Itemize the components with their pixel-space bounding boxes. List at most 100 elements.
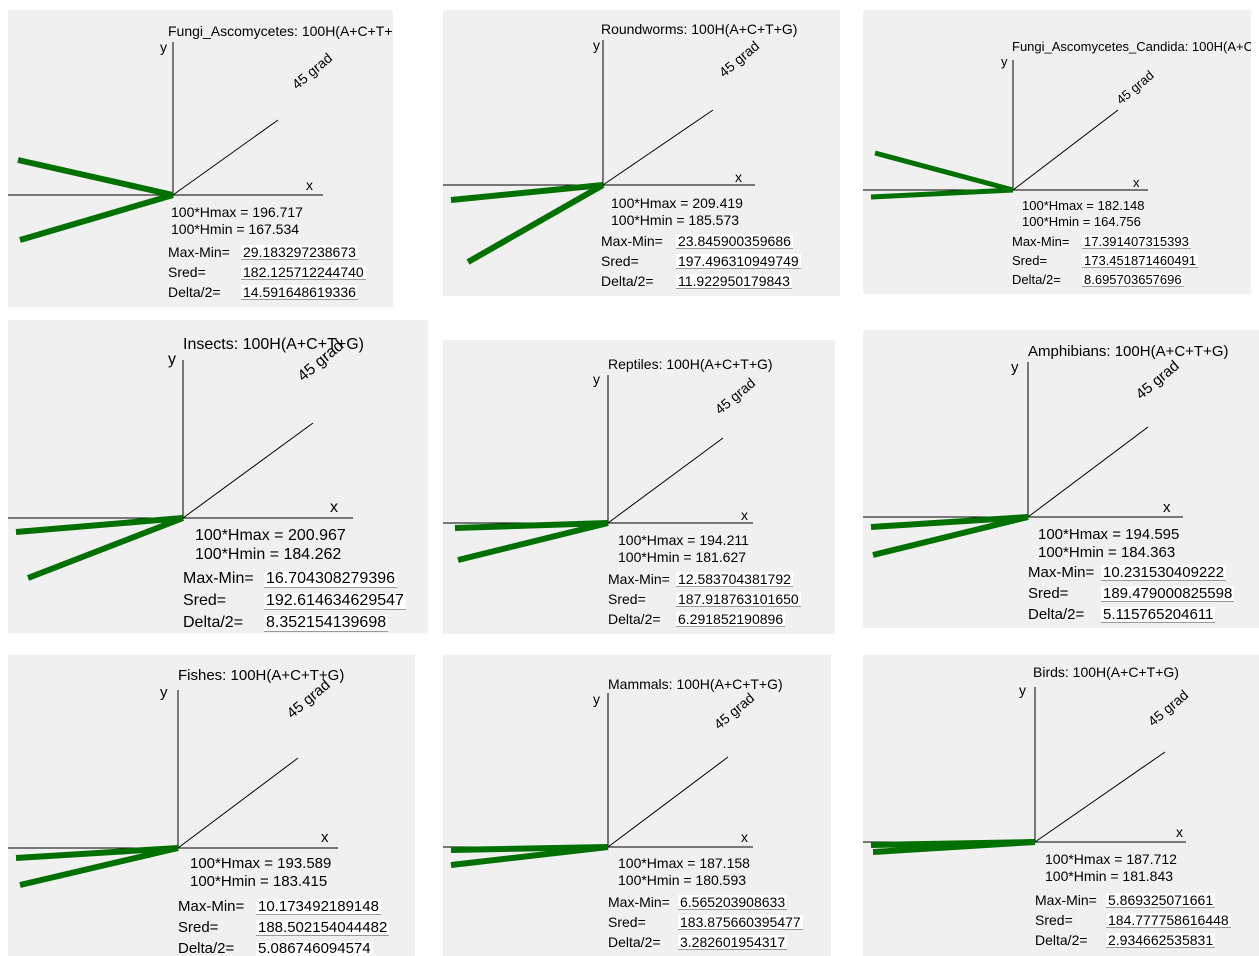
hmax-readout: 100*Hmax = 182.148 <box>1022 198 1145 213</box>
sred-label: Sred= <box>608 914 646 930</box>
delta-value: 5.115765204611 <box>1101 606 1216 623</box>
sred-value: 182.125712244740 <box>241 264 366 280</box>
entropy-panel: 45 grad Roundworms: 100H(A+C+T+G) y x 100*Hm… <box>443 10 840 296</box>
hmax-line <box>15 515 184 535</box>
hmin-line <box>872 839 1036 855</box>
maxmin-value: 5.869325071661 <box>1106 892 1216 908</box>
diagonal-label: 45 grad <box>1113 67 1156 107</box>
hmax-line <box>15 845 179 861</box>
diagonal-45-line <box>172 119 279 196</box>
hmin-readout: 100*Hmin = 184.262 <box>195 546 342 563</box>
hmax-readout: 100*Hmax = 193.589 <box>190 855 332 872</box>
sred-label: Sred= <box>183 592 227 609</box>
entropy-panel: 45 grad Amphibians: 100H(A+C+T+G) y x 100*Hm… <box>863 330 1259 628</box>
axes-diagram: 45 grad <box>8 676 338 888</box>
hmin-readout: 100*Hmin = 185.573 <box>611 212 740 228</box>
hmax-readout: 100*Hmax = 194.595 <box>1038 526 1180 543</box>
maxmin-label: Max-Min= <box>1028 564 1095 581</box>
delta-value: 14.591648619336 <box>241 284 358 300</box>
axes-diagram: 45 grad <box>863 60 1157 200</box>
sred-label: Sred= <box>1028 585 1069 602</box>
entropy-panel: 45 grad Birds: 100H(A+C+T+G) y x 100*Hmax = … <box>863 655 1259 956</box>
axes-diagram: 45 grad <box>863 357 1183 558</box>
x-axis-label: x <box>741 507 748 523</box>
maxmin-label: Max-Min= <box>1012 234 1070 249</box>
sred-value: 189.479000825598 <box>1101 585 1235 602</box>
hmin-line <box>450 844 609 868</box>
sred-label: Sred= <box>1035 912 1073 928</box>
entropy-panel: 45 grad Fungi_Ascomycetes: 100H(A+C+T+G) y… <box>8 10 393 307</box>
panel-title: Mammals: 100H(A+C+T+G) <box>608 676 783 692</box>
hmax-line <box>450 182 604 203</box>
y-axis-label: y <box>593 371 600 387</box>
hmin-line <box>19 845 179 888</box>
hmin-readout: 100*Hmin = 167.534 <box>171 221 300 237</box>
x-axis-label: x <box>306 177 313 193</box>
axes-diagram: 45 grad <box>8 337 353 581</box>
delta-value: 3.282601954317 <box>678 934 788 950</box>
entropy-panel: 45 grad Mammals: 100H(A+C+T+G) y x 100*Hmax … <box>443 655 831 956</box>
y-axis-label: y <box>1001 54 1008 69</box>
delta-value: 11.922950179843 <box>676 273 792 289</box>
diagonal-45-line <box>1027 426 1149 518</box>
maxmin-label: Max-Min= <box>608 894 670 910</box>
hmax-readout: 100*Hmax = 200.967 <box>195 527 346 544</box>
panel-title: Fishes: 100H(A+C+T+G) <box>178 667 345 684</box>
maxmin-value: 10.231530409222 <box>1101 564 1226 581</box>
diagonal-label: 45 grad <box>289 50 336 93</box>
delta-value: 5.086746094574 <box>256 940 373 956</box>
x-axis-label: x <box>735 169 742 185</box>
delta-label: Delta/2= <box>183 614 244 631</box>
y-axis-label: y <box>593 37 600 53</box>
sred-value: 197.496310949749 <box>676 253 801 269</box>
hmin-readout: 100*Hmin = 180.593 <box>618 872 747 888</box>
sred-label: Sred= <box>168 264 206 280</box>
entropy-panel: 45 grad Reptiles: 100H(A+C+T+G) y x 100*Hmax… <box>443 340 835 634</box>
axes-diagram: 45 grad <box>443 38 762 265</box>
hmax-line <box>874 150 1014 193</box>
maxmin-value: 12.583704381792 <box>676 571 793 587</box>
panel-title: Amphibians: 100H(A+C+T+G) <box>1028 343 1229 360</box>
entropy-panel: 45 grad Fungi_Ascomycetes_Candida: 100H(A… <box>863 10 1251 294</box>
maxmin-value: 17.391407315393 <box>1082 234 1191 249</box>
sred-value: 188.502154044482 <box>256 919 390 936</box>
delta-label: Delta/2= <box>608 611 661 627</box>
hmax-readout: 100*Hmax = 187.158 <box>618 855 750 871</box>
delta-label: Delta/2= <box>608 934 661 950</box>
panel-title: Insects: 100H(A+C+T+G) <box>183 336 364 353</box>
maxmin-label: Max-Min= <box>178 898 245 915</box>
maxmin-value: 29.183297238673 <box>241 244 358 260</box>
maxmin-label: Max-Min= <box>168 244 230 260</box>
hmax-readout: 100*Hmax = 194.211 <box>618 532 749 548</box>
hmax-readout: 100*Hmax = 209.419 <box>611 195 743 211</box>
hmin-line <box>872 514 1029 558</box>
x-axis-label: x <box>1176 824 1183 840</box>
hmin-line <box>870 187 1014 200</box>
y-axis-label: y <box>168 351 176 368</box>
hmax-line <box>870 514 1029 530</box>
hmin-readout: 100*Hmin = 184.363 <box>1038 544 1176 561</box>
sred-value: 184.777758616448 <box>1106 912 1231 928</box>
maxmin-value: 23.845900359686 <box>676 233 793 249</box>
diagonal-45-line <box>607 437 724 524</box>
axes-diagram: 45 grad <box>8 42 336 243</box>
hmin-readout: 100*Hmin = 183.415 <box>190 873 328 890</box>
entropy-panel: 45 grad Fishes: 100H(A+C+T+G) y x 100*Hmax =… <box>8 655 415 956</box>
hmin-readout: 100*Hmin = 181.843 <box>1045 868 1174 884</box>
sred-value: 173.451871460491 <box>1082 253 1199 268</box>
diagonal-45-line <box>1034 751 1166 843</box>
hmin-line <box>457 520 609 563</box>
y-axis-label: y <box>1019 682 1026 698</box>
panel-title: Roundworms: 100H(A+C+T+G) <box>601 21 798 37</box>
hmax-line <box>454 520 609 531</box>
sred-label: Sred= <box>1012 253 1048 268</box>
hmin-readout: 100*Hmin = 164.756 <box>1022 214 1141 229</box>
diagonal-45-line <box>177 757 299 849</box>
maxmin-value: 6.565203908633 <box>678 894 788 910</box>
diagonal-45-line <box>607 756 729 848</box>
y-axis-label: y <box>160 684 168 701</box>
x-axis-label: x <box>741 829 748 845</box>
diagonal-label: 45 grad <box>1133 357 1183 403</box>
hmin-line <box>19 192 174 243</box>
diagonal-label: 45 grad <box>712 375 759 418</box>
